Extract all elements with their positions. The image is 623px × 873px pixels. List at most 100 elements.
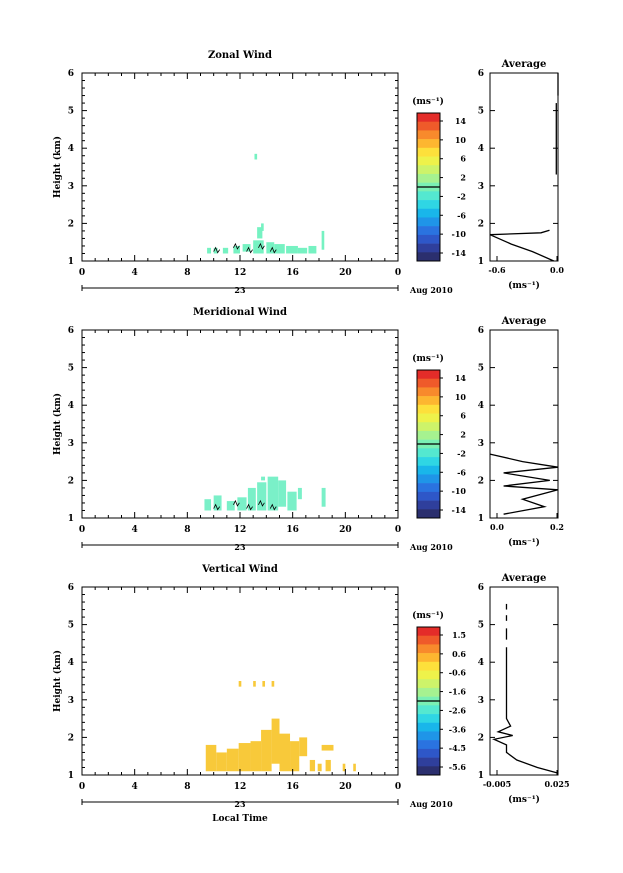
colorbar-swatch-11 [417,457,440,467]
colorbar-label: -3.6 [449,724,467,734]
average-y-tick-label: 2 [478,219,484,229]
colorbar-swatch-5 [417,661,440,671]
average-y-tick-label: 4 [478,658,484,668]
data-cell-5 [250,741,262,772]
data-cell-1 [204,499,212,511]
y-tick-label: 4 [68,658,74,668]
data-cell-13 [308,245,317,254]
colorbar-swatch-11 [417,714,440,724]
contour-mark-2 [233,499,240,507]
colorbar-swatch-14 [417,483,440,493]
data-cell-14 [321,230,325,250]
y-axis-label: Height (km) [52,650,63,712]
x-tick-label: 0 [395,525,401,535]
colorbar-swatch-5 [417,404,440,414]
x-tick-label: 4 [132,525,138,535]
data-cell-3 [226,748,239,772]
colorbar-swatch-1 [417,113,440,123]
colorbar-swatch-16 [417,757,440,767]
data-cell-2 [213,247,218,254]
data-cell-8 [279,733,291,772]
contour-mark-5 [269,503,277,511]
data-cell-7 [267,476,279,511]
date-month: Aug 2010 [409,799,453,809]
y-tick-label: 2 [68,219,74,229]
average-frame [489,586,559,776]
date-month: Aug 2010 [409,542,453,552]
data-cell-9 [290,741,300,772]
x-tick-label: 4 [132,268,138,278]
x-tick-label: 20 [339,268,352,278]
colorbar-swatch-3 [417,130,440,140]
average-y-tick-label: 3 [478,696,484,706]
contour-mark-3 [246,503,253,511]
average-y-tick-label: 4 [478,401,484,411]
data-cell-4 [233,245,240,254]
average-x-tick-label: 0.2 [550,522,564,532]
heatmap-cells [205,681,356,772]
colorbar-swatch-13 [417,474,440,484]
y-tick-label: 3 [68,182,74,192]
average-y-tick-label: 6 [478,583,484,593]
average-x-tick-label: -0.005 [483,779,511,789]
colorbar-swatch-10 [417,448,440,458]
y-tick-label: 1 [68,771,74,781]
data-cell-1 [205,744,217,772]
x-tick-label: 8 [184,268,190,278]
data-cell-15 [254,153,258,160]
colorbar-swatch-15 [417,491,440,501]
data-cell-11 [321,487,326,507]
x-tick-label: 0 [395,268,401,278]
colorbar-swatch-4 [417,653,440,663]
colorbar-label: -6 [457,210,466,220]
colorbar: 14 10 6 2 -2 -6 -10 -14 [416,112,467,262]
colorbar: 14 10 6 2 -2 -6 -10 -14 [416,369,467,519]
average-profile-line [492,647,559,774]
contour-mark-4 [258,499,265,507]
y-tick-label: 1 [68,257,74,267]
average-y-tick-label: 2 [478,476,484,486]
data-cell-12 [297,247,308,254]
colorbar-swatch-10 [417,705,440,715]
colorbar-label: 10 [455,135,467,145]
colorbar-swatch-16 [417,243,440,253]
data-cell-15 [342,763,346,772]
colorbar-swatch-12 [417,465,440,475]
plot-frame [81,72,399,262]
x-tick-label: 12 [234,525,247,535]
colorbar-label: -4.5 [449,743,466,753]
y-axis-label: Height (km) [52,393,63,455]
data-cell-11 [309,759,316,772]
y-tick-label: 5 [68,364,74,374]
colorbar-swatch-4 [417,396,440,406]
data-cell-7 [271,718,280,764]
colorbar-swatch-8 [417,173,440,183]
panel-title: Vertical Wind [201,564,278,575]
average-panel: Average 1 2 3 4 5 6 -0.6 0.0 (ms⁻¹) [478,59,565,291]
colorbar-swatch-17 [417,252,440,262]
average-y-tick-label: 3 [478,439,484,449]
colorbar-swatch-7 [417,165,440,175]
x-tick-label: 12 [234,268,247,278]
y-tick-label: 2 [68,476,74,486]
colorbar-label: -10 [452,486,467,496]
data-cell-20 [271,681,275,687]
x-tick-label: 16 [286,782,299,792]
average-y-tick-label: 5 [478,621,484,631]
colorbar-swatch-6 [417,670,440,680]
colorbar-swatch-2 [417,121,440,131]
contour-mark-2 [233,242,240,250]
data-cell-18 [253,681,256,687]
heatmap-cells [207,153,325,254]
average-profile-line [489,453,559,515]
y-tick-label: 5 [68,621,74,631]
y-tick-label: 6 [68,583,74,593]
colorbar-swatch-2 [417,378,440,388]
x-tick-label: 16 [286,268,299,278]
date-day: 23 [234,542,246,552]
colorbar-label: 2 [460,430,466,440]
data-cell-13 [325,759,331,772]
average-x-tick-label: 0.0 [550,265,564,275]
